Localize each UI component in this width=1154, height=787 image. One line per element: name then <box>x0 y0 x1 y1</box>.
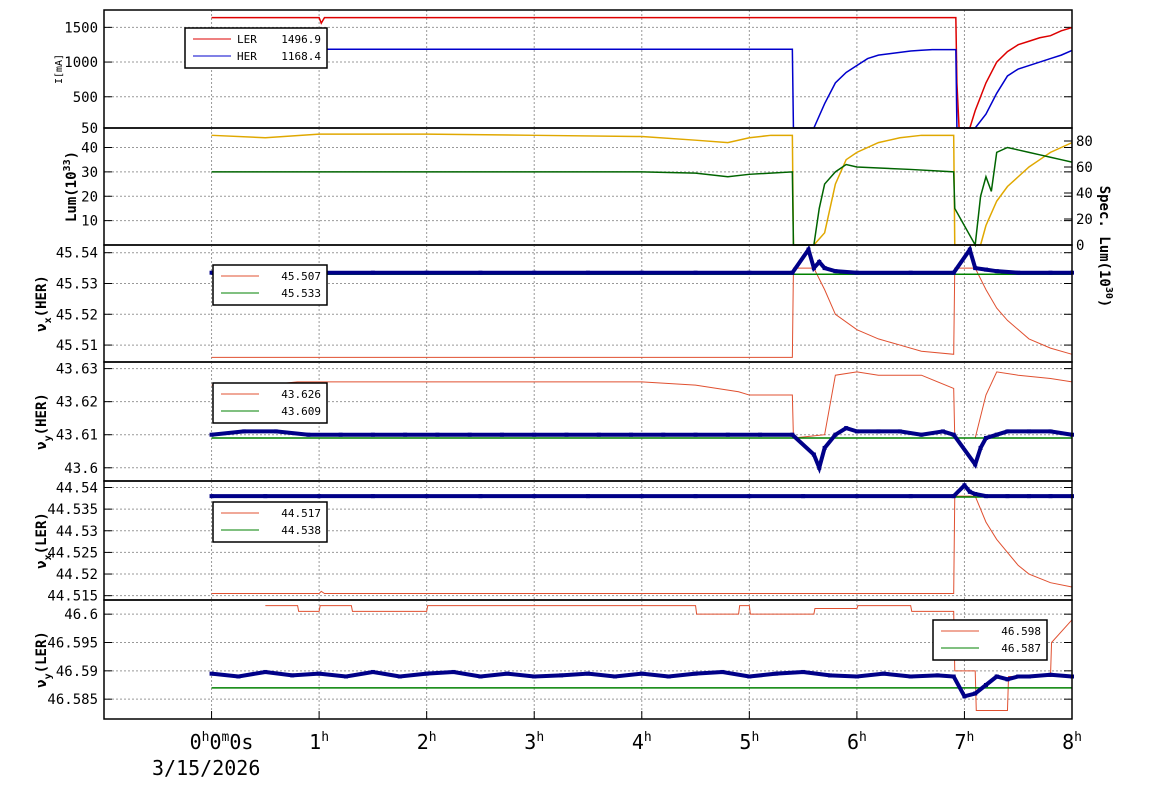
y2-tick-label: 80 <box>1076 134 1093 150</box>
y-tick-label: 44.52 <box>56 567 98 583</box>
y-axis-label: I[mA] <box>54 54 65 84</box>
y-tick-label: 1000 <box>64 55 98 71</box>
legend-value: 43.609 <box>281 405 321 418</box>
legend-nuy_ler: 46.598 46.587 <box>932 619 1048 661</box>
x-tick-label: 2h <box>417 730 437 754</box>
y-tick-label: 46.6 <box>64 607 98 623</box>
legend-value: 44.538 <box>281 524 321 537</box>
series-nuy_her-band <box>211 425 1073 475</box>
y-axis-label: νy(HER) <box>34 393 54 450</box>
y-axis-label: νx(HER) <box>34 275 54 332</box>
legend-nux_her: 45.507 45.533 <box>212 264 328 306</box>
legend-value: 46.587 <box>1001 642 1041 655</box>
legend-value: 44.517 <box>281 507 321 520</box>
y-tick-label: 46.585 <box>47 692 98 708</box>
series-luminosity-0 <box>211 133 1073 246</box>
legend-value: 1496.9 <box>281 33 321 46</box>
panel-nuy_ler: 46.585 46.59 46.595 46.6 νy(LER) 46.598 46.587 <box>34 599 1074 720</box>
y-tick-label: 46.595 <box>47 636 98 652</box>
x-axis-date-label: 3/15/2026 <box>152 756 260 780</box>
legend-box <box>212 264 328 306</box>
y-tick-label: 1500 <box>64 20 98 36</box>
y-tick-label: 45.51 <box>56 338 98 354</box>
x-tick-label: 8h <box>1062 730 1082 754</box>
y-tick-label: 40 <box>81 141 98 157</box>
y-tick-label: 43.6 <box>64 461 98 477</box>
y-tick-label: 44.54 <box>56 480 98 496</box>
panel-frame <box>103 127 1073 246</box>
panel-nux_ler: 44.515 44.52 44.525 44.53 44.535 44.54νx(LER)… <box>34 480 1074 605</box>
series-nuy_her-0 <box>211 371 1073 439</box>
series-nux_ler-0 <box>211 495 1073 595</box>
y-tick-label: 50 <box>81 121 98 137</box>
y-tick-label: 500 <box>73 90 98 106</box>
series-nux_ler-band <box>211 482 1072 499</box>
series-nuy_ler-band <box>211 669 1073 699</box>
x-axis: 0h0m0s 1h 2h 3h 4h 5h 6h 7h 8h <box>190 711 1082 754</box>
y-axis-label: νy(LER) <box>34 631 54 688</box>
panel-luminosity: 10 20 30 40 0 20 40 60 80 Lum(1033) Spec. Lum(1030… <box>62 127 1114 308</box>
y-tick-label: 45.54 <box>56 246 98 262</box>
y-axis-label: νx(LER) <box>34 512 54 569</box>
panel-frame <box>103 599 1073 720</box>
legend-current: LER 1496.9 HER 1168.4 <box>184 27 328 69</box>
legend-box <box>932 619 1048 661</box>
y-axis-label: Lum(1033) <box>62 151 80 222</box>
panel-current: 50 500 1000 1500 I[mA] LER 1496.9 HER 1168.4 <box>54 9 1073 137</box>
y2-tick-label: 20 <box>1076 212 1093 228</box>
y-tick-label: 30 <box>81 165 98 181</box>
legend-nux_ler: 44.517 44.538 <box>212 501 328 543</box>
series-current-1 <box>211 48 1073 129</box>
legend-nuy_her: 43.626 43.609 <box>212 382 328 424</box>
y-tick-label: 43.63 <box>56 362 98 378</box>
legend-value: 45.507 <box>281 270 321 283</box>
legend-box <box>212 501 328 543</box>
y-tick-label: 44.515 <box>47 589 98 605</box>
legend-value: 46.598 <box>1001 625 1041 638</box>
series-nuy_her-markers <box>209 425 1074 475</box>
series-nux_her-0 <box>211 267 1073 358</box>
legend-value: 1168.4 <box>281 50 321 63</box>
x-tick-label: 7h <box>955 730 975 754</box>
legend-box <box>212 382 328 424</box>
y-tick-label: 44.535 <box>47 502 98 518</box>
y2-tick-label: 0 <box>1076 238 1084 254</box>
y-tick-label: 45.53 <box>56 276 98 292</box>
y-tick-label: 10 <box>81 214 98 230</box>
x-tick-label: 1h <box>309 730 329 754</box>
series-nuy_ler-0 <box>265 605 1073 711</box>
legend-value: 45.533 <box>281 287 321 300</box>
legend-value: 43.626 <box>281 388 321 401</box>
y-tick-label: 45.52 <box>56 307 98 323</box>
x-tick-label: 5h <box>739 730 759 754</box>
x-tick-label: 0h0m0s <box>190 730 254 754</box>
legend-box <box>184 27 328 69</box>
y-tick-label: 43.62 <box>56 395 98 411</box>
legend-name: HER <box>237 50 257 63</box>
x-tick-label: 3h <box>524 730 544 754</box>
y-tick-label: 20 <box>81 189 98 205</box>
y-tick-label: 43.61 <box>56 428 98 444</box>
x-tick-label: 6h <box>847 730 867 754</box>
y2-axis-label: Spec. Lum(1030) <box>1096 186 1114 308</box>
series-luminosity-1 <box>211 146 1073 248</box>
series-current-0 <box>211 16 1073 129</box>
y-tick-label: 44.525 <box>47 545 98 561</box>
y-tick-label: 46.59 <box>56 664 98 680</box>
y2-tick-label: 40 <box>1076 186 1093 202</box>
x-tick-label: 4h <box>632 730 652 754</box>
series-nux_her-band <box>211 245 1072 275</box>
legend-name: LER <box>237 33 257 46</box>
y-tick-label: 44.53 <box>56 524 98 540</box>
y2-tick-label: 60 <box>1076 160 1093 176</box>
